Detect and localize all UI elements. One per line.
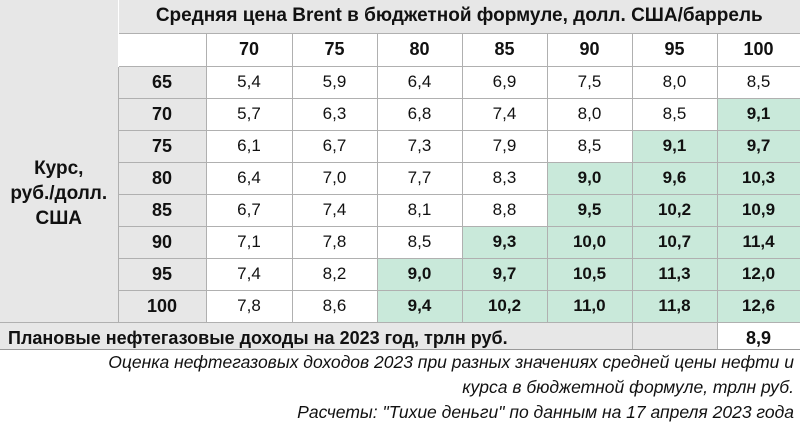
table-row: 80 6,4 7,0 7,7 8,3 9,0 9,6 10,3 [0, 161, 800, 195]
value-cell: 12,6 [716, 289, 800, 323]
value-cell: 11,3 [631, 257, 718, 291]
value-cell: 9,1 [716, 97, 800, 131]
caption-line-2: курса в бюджетной формуле, трлн руб. [462, 377, 794, 397]
caption-line-1: Оценка нефтегазовых доходов 2023 при раз… [108, 352, 794, 372]
value-cell: 10,3 [716, 161, 800, 195]
table-row: 100 7,8 8,6 9,4 10,2 11,0 11,8 12,6 [0, 289, 800, 323]
value-cell: 6,4 [205, 161, 293, 195]
value-cell: 8,8 [461, 193, 548, 227]
row-header: 80 [117, 161, 207, 195]
column-header: 100 [716, 32, 800, 67]
value-cell: 6,7 [205, 193, 293, 227]
value-cell: 9,4 [376, 289, 463, 323]
value-cell: 11,0 [546, 289, 633, 323]
value-cell: 8,1 [376, 193, 463, 227]
value-cell: 10,5 [546, 257, 633, 291]
column-header: 85 [461, 32, 548, 67]
table-row: 90 7,1 7,8 8,5 9,3 10,0 10,7 11,4 [0, 225, 800, 259]
column-header: 80 [376, 32, 463, 67]
value-cell: 8,5 [631, 97, 718, 131]
value-cell: 7,8 [205, 289, 293, 323]
value-cell: 9,1 [631, 129, 718, 163]
value-cell: 6,1 [205, 129, 293, 163]
column-header: 95 [631, 32, 718, 67]
axis-label-line: США [35, 208, 83, 230]
table-row: 95 7,4 8,2 9,0 9,7 10,5 11,3 12,0 [0, 257, 800, 291]
value-cell: 8,0 [631, 65, 718, 99]
value-cell: 7,4 [291, 193, 378, 227]
value-cell: 5,4 [205, 65, 293, 99]
value-cell: 6,4 [376, 65, 463, 99]
revenue-sensitivity-table: Средняя цена Brent в бюджетной формуле, … [0, 0, 800, 355]
axis-label-line: Курс, [34, 158, 84, 180]
value-cell: 6,8 [376, 97, 463, 131]
value-cell: 9,0 [376, 257, 463, 291]
row-header: 75 [117, 129, 207, 163]
value-cell: 7,9 [461, 129, 548, 163]
row-header: 95 [117, 257, 207, 291]
value-cell: 6,3 [291, 97, 378, 131]
column-header: 75 [291, 32, 378, 67]
value-cell: 8,5 [376, 225, 463, 259]
table-title: Средняя цена Brent в бюджетной формуле, … [118, 0, 800, 34]
value-cell: 9,6 [631, 161, 718, 195]
value-cell: 10,7 [631, 225, 718, 259]
caption: Оценка нефтегазовых доходов 2023 при раз… [0, 349, 800, 433]
value-cell: 6,7 [291, 129, 378, 163]
value-cell: 9,3 [461, 225, 548, 259]
value-cell: 8,3 [461, 161, 548, 195]
value-cell: 5,9 [291, 65, 378, 99]
value-cell: 7,1 [205, 225, 293, 259]
value-cell: 7,4 [461, 97, 548, 131]
axis-label-line: руб./долл. [10, 183, 108, 205]
value-cell: 10,2 [631, 193, 718, 227]
column-header: 90 [546, 32, 633, 67]
value-cell: 8,5 [716, 65, 800, 99]
row-header: 85 [117, 193, 207, 227]
value-cell: 8,2 [291, 257, 378, 291]
value-cell: 12,0 [716, 257, 800, 291]
value-cell: 7,8 [291, 225, 378, 259]
exchange-rate-axis-label: Курс, руб./долл. США [0, 66, 119, 322]
column-header: 70 [205, 32, 293, 67]
row-header: 70 [117, 97, 207, 131]
value-cell: 7,0 [291, 161, 378, 195]
value-cell: 11,4 [716, 225, 800, 259]
row-header: 65 [117, 65, 207, 99]
header-blank [0, 0, 119, 33]
table-row: Курс, руб./долл. США 65 5,4 5,9 6,4 6,9 7,5 8,0 8,… [0, 65, 800, 322]
value-cell: 6,9 [461, 65, 548, 99]
value-cell: 7,4 [205, 257, 293, 291]
value-cell: 9,5 [546, 193, 633, 227]
table-row: 85 6,7 7,4 8,1 8,8 9,5 10,2 10,9 [0, 193, 800, 227]
value-cell: 5,7 [205, 97, 293, 131]
row-header: 90 [117, 225, 207, 259]
value-cell: 7,3 [376, 129, 463, 163]
table-row: 75 6,1 6,7 7,3 7,9 8,5 9,1 9,7 [0, 129, 800, 163]
value-cell: 7,7 [376, 161, 463, 195]
value-cell: 10,9 [716, 193, 800, 227]
value-cell: 8,5 [546, 129, 633, 163]
value-cell: 9,7 [716, 129, 800, 163]
value-cell: 9,0 [546, 161, 633, 195]
caption-source: Расчеты: "Тихие деньги" по данным на 17 … [297, 402, 794, 422]
value-cell: 8,6 [291, 289, 378, 323]
value-cell: 10,2 [461, 289, 548, 323]
header-left-blank [0, 33, 119, 66]
table-row: 70 5,7 6,3 6,8 7,4 8,0 8,5 9,1 [0, 97, 800, 131]
corner-cell [117, 32, 207, 67]
value-cell: 9,7 [461, 257, 548, 291]
row-header: 100 [117, 289, 207, 323]
value-cell: 8,0 [546, 97, 633, 131]
value-cell: 7,5 [546, 65, 633, 99]
value-cell: 11,8 [631, 289, 718, 323]
value-cell: 10,0 [546, 225, 633, 259]
